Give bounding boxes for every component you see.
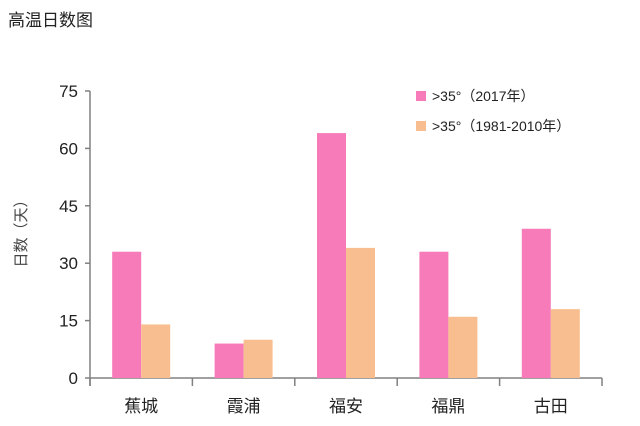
- bar: [317, 133, 346, 378]
- bar: [346, 247, 375, 378]
- y-tick-label: 30: [59, 254, 78, 273]
- bar: [112, 251, 142, 378]
- legend-label: >35°（2017年）: [432, 88, 535, 104]
- bar: [448, 316, 478, 378]
- y-tick-label: 45: [59, 197, 78, 216]
- x-category-label: 古田: [534, 397, 568, 417]
- y-tick-label: 60: [59, 139, 78, 158]
- x-category-label: 福鼎: [431, 397, 465, 417]
- chart-title: 高温日数图: [8, 11, 93, 31]
- legend-label: >35°（1981-2010年）: [432, 118, 570, 134]
- bar: [141, 324, 171, 378]
- y-tick-label: 0: [69, 369, 78, 388]
- x-category-label: 霞浦: [227, 397, 261, 417]
- bar: [419, 251, 449, 378]
- y-tick-label: 15: [59, 312, 78, 331]
- bar: [243, 339, 273, 378]
- legend-swatch: [416, 121, 426, 131]
- legend-swatch: [416, 91, 426, 101]
- x-category-label: 福安: [329, 397, 363, 417]
- bar: [214, 343, 244, 378]
- x-category-label: 蕉城: [124, 397, 158, 417]
- bar: [521, 228, 551, 378]
- y-tick-label: 75: [59, 82, 78, 101]
- bar: [550, 309, 580, 378]
